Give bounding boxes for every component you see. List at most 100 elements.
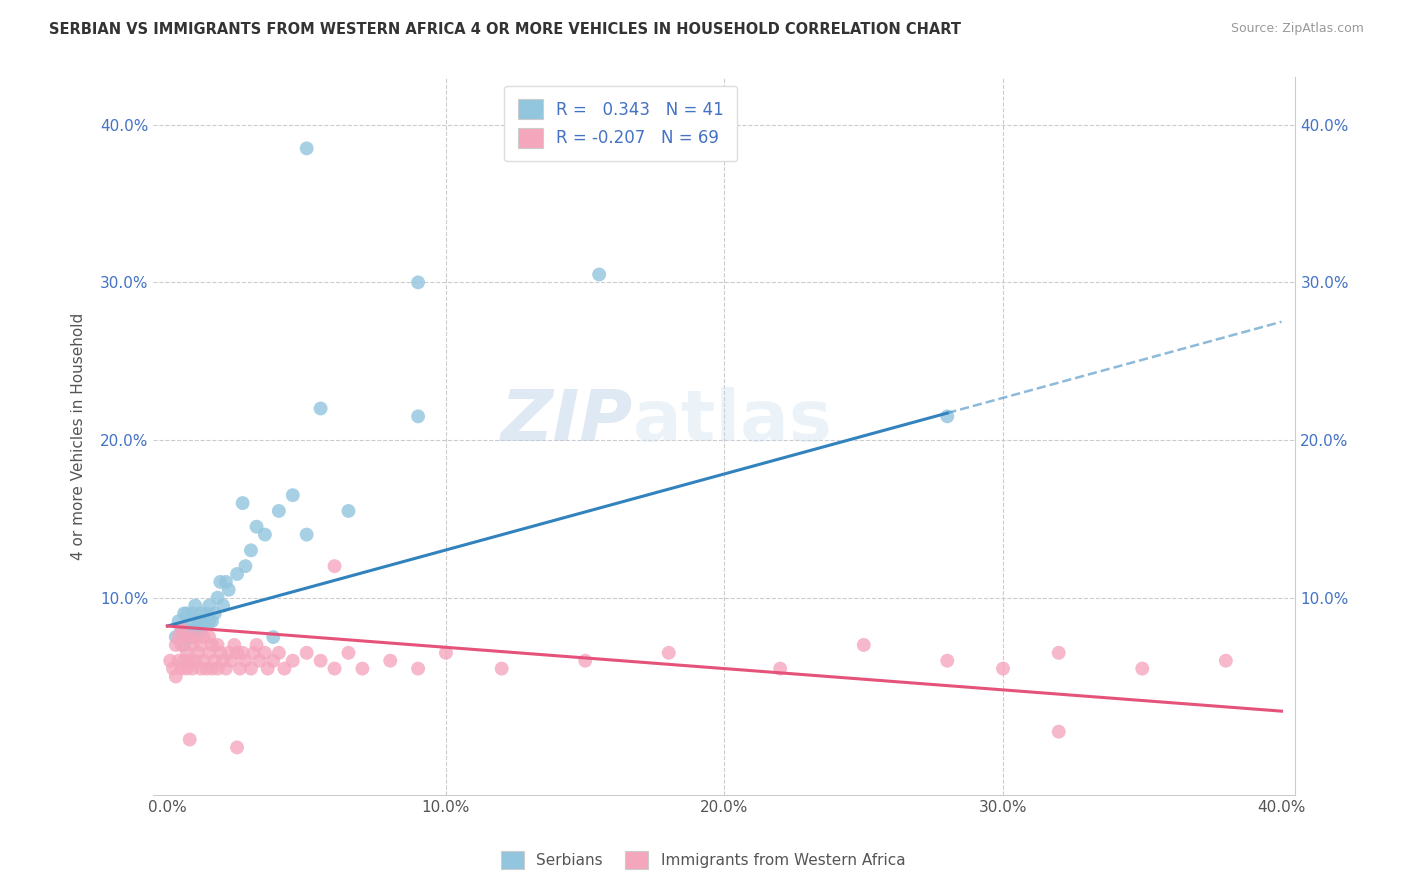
Point (309, 654, 332, 668)
Point (212, 599, 235, 613)
Point (176, 646, 198, 660)
Point (658, 646, 681, 660)
Point (198, 599, 221, 613)
Text: Source: ZipAtlas.com: Source: ZipAtlas.com (1230, 22, 1364, 36)
Text: SERBIAN VS IMMIGRANTS FROM WESTERN AFRICA 4 OR MORE VEHICLES IN HOUSEHOLD CORREL: SERBIAN VS IMMIGRANTS FROM WESTERN AFRIC… (49, 22, 962, 37)
Point (193, 630, 215, 644)
Point (167, 654, 190, 668)
Point (190, 607, 212, 621)
Point (204, 607, 226, 621)
Point (173, 630, 195, 644)
Point (226, 567, 249, 582)
Point (209, 574, 232, 589)
Point (936, 654, 959, 668)
Point (176, 607, 198, 621)
Point (295, 141, 318, 155)
Point (245, 519, 267, 533)
Point (195, 607, 218, 621)
Point (165, 669, 187, 683)
Point (235, 654, 257, 668)
Point (173, 654, 195, 668)
Point (195, 662, 218, 676)
Point (190, 662, 212, 676)
Point (224, 638, 246, 652)
Point (406, 662, 429, 676)
Point (204, 654, 226, 668)
Point (240, 543, 263, 558)
Point (170, 638, 193, 652)
Point (1047, 646, 1070, 660)
Point (240, 662, 263, 676)
Point (201, 662, 224, 676)
Point (184, 599, 207, 613)
Point (201, 615, 224, 629)
Point (936, 409, 959, 424)
Point (173, 607, 195, 621)
Point (273, 662, 295, 676)
Point (588, 268, 610, 282)
Point (852, 638, 875, 652)
Point (181, 607, 204, 621)
Point (187, 646, 209, 660)
Point (184, 654, 207, 668)
Point (1130, 662, 1153, 676)
Point (253, 527, 276, 541)
Point (198, 630, 221, 644)
Point (253, 646, 276, 660)
Point (179, 654, 201, 668)
Point (184, 630, 207, 644)
Point (352, 662, 374, 676)
Point (207, 591, 229, 605)
Point (281, 654, 304, 668)
Point (193, 615, 215, 629)
Point (187, 615, 209, 629)
Point (184, 622, 207, 636)
Point (218, 646, 240, 660)
Point (242, 646, 264, 660)
Point (1215, 654, 1237, 668)
Legend: Serbians, Immigrants from Western Africa: Serbians, Immigrants from Western Africa (495, 845, 911, 875)
Point (232, 496, 254, 510)
Point (181, 662, 204, 676)
Point (991, 662, 1014, 676)
Point (267, 504, 290, 518)
Point (235, 559, 257, 574)
Point (337, 646, 360, 660)
Point (295, 646, 318, 660)
Point (247, 654, 270, 668)
Point (221, 654, 243, 668)
Point (215, 574, 238, 589)
Point (173, 638, 195, 652)
Point (176, 622, 198, 636)
Point (179, 630, 201, 644)
Point (295, 527, 318, 541)
Y-axis label: 4 or more Vehicles in Household: 4 or more Vehicles in Household (72, 312, 86, 559)
Point (574, 654, 596, 668)
Point (181, 630, 204, 644)
Point (281, 488, 304, 502)
Point (181, 638, 204, 652)
Point (380, 654, 402, 668)
Point (170, 662, 193, 676)
Point (218, 582, 240, 597)
Point (162, 662, 184, 676)
Point (179, 615, 201, 629)
Point (226, 646, 249, 660)
Point (256, 662, 278, 676)
Point (229, 662, 252, 676)
Point (323, 559, 346, 574)
Point (309, 401, 332, 416)
Text: ZIP: ZIP (501, 387, 633, 456)
Point (262, 654, 284, 668)
Point (190, 622, 212, 636)
Point (201, 638, 224, 652)
Point (159, 654, 181, 668)
Point (190, 638, 212, 652)
Point (179, 732, 201, 747)
Point (170, 622, 193, 636)
Point (323, 662, 346, 676)
Point (167, 615, 190, 629)
Point (226, 740, 249, 755)
Point (262, 630, 284, 644)
Point (165, 630, 187, 644)
